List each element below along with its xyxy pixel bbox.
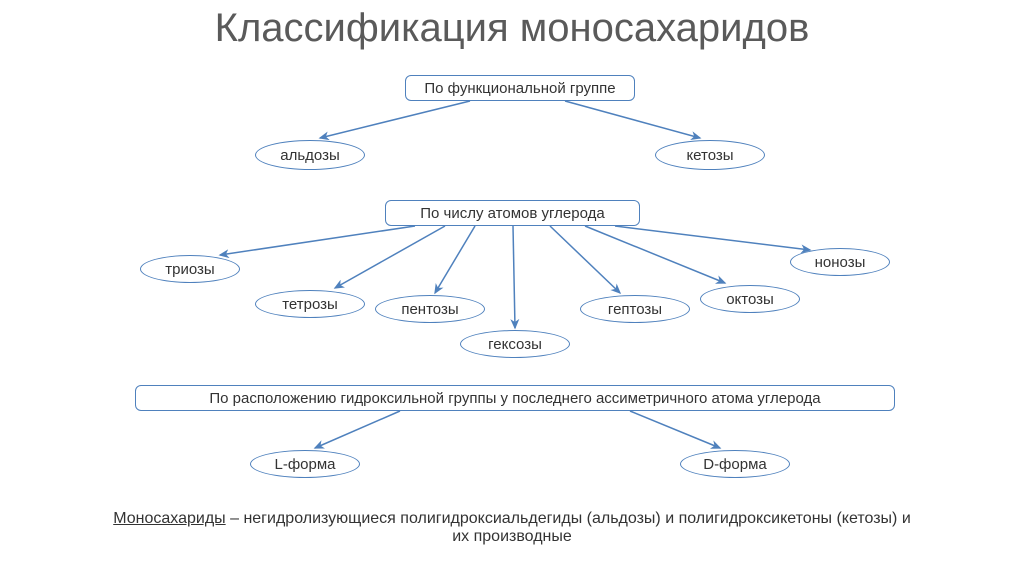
- slide-root: Классификация моносахаридов По функциона…: [0, 0, 1024, 574]
- category-box-hydroxyl-position: По расположению гидроксильной группы у п…: [135, 385, 895, 411]
- node-ketoses: кетозы: [655, 140, 765, 170]
- node-pentoses: пентозы: [375, 295, 485, 323]
- node-nonoses: нонозы: [790, 248, 890, 276]
- node-hexoses: гексозы: [460, 330, 570, 358]
- node-d-form: D-форма: [680, 450, 790, 478]
- footnote-definition: Моносахариды – негидролизующиеся полигид…: [0, 510, 1024, 546]
- node-trioses: триозы: [140, 255, 240, 283]
- node-tetroses: тетрозы: [255, 290, 365, 318]
- node-octoses: октозы: [700, 285, 800, 313]
- node-aldoses: альдозы: [255, 140, 365, 170]
- node-heptoses: гептозы: [580, 295, 690, 323]
- category-box-carbon-count: По числу атомов углерода: [385, 200, 640, 226]
- category-box-functional-group: По функциональной группе: [405, 75, 635, 101]
- slide-title: Классификация моносахаридов: [0, 6, 1024, 51]
- node-l-form: L-форма: [250, 450, 360, 478]
